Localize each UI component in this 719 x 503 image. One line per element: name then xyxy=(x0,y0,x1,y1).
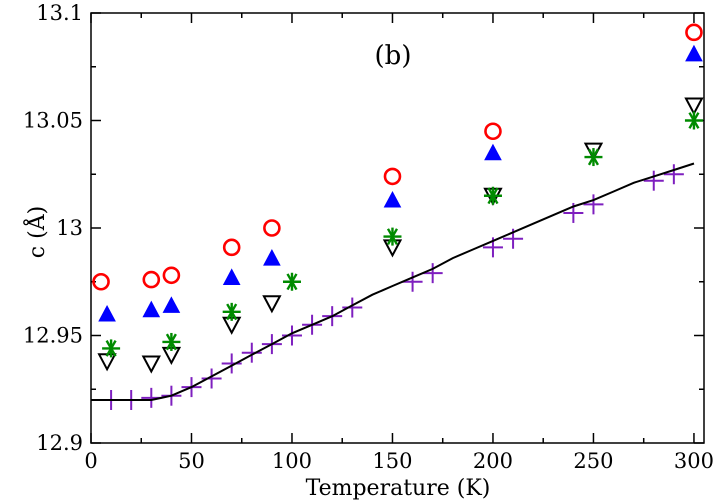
triangle-up-point xyxy=(98,304,116,322)
y-tick-label: 13 xyxy=(56,216,83,240)
star-point xyxy=(684,111,703,130)
circle-point xyxy=(142,270,161,289)
star-point xyxy=(222,302,241,321)
triangle-up-point xyxy=(685,44,703,62)
triangle-up-point xyxy=(484,143,502,161)
data-layer xyxy=(91,23,704,410)
y-tick-label: 13.1 xyxy=(36,1,83,25)
circle-point xyxy=(685,23,703,42)
triangle-up-point xyxy=(222,268,241,285)
tick-labels: 0 50 100 150 200 250 300 12.9 12.95 13 13.05 13.1 xyxy=(23,1,714,473)
y-tick-label: 12.9 xyxy=(36,431,83,455)
tick-marks xyxy=(90,12,704,444)
x-tick-label: 100 xyxy=(272,449,312,473)
x-axis-label: Temperature (K) xyxy=(306,476,491,501)
triangle-up-point xyxy=(263,249,281,266)
star-point xyxy=(102,339,121,358)
star-point xyxy=(383,227,402,246)
circle-point xyxy=(162,266,181,285)
triangle-up-point xyxy=(383,190,402,208)
annotation-label: (b) xyxy=(375,41,412,71)
fit-line xyxy=(91,162,695,401)
plus-point xyxy=(281,325,302,346)
plus-point xyxy=(402,271,423,292)
triangle-up-point xyxy=(142,300,161,318)
x-tick-label: 200 xyxy=(473,449,513,473)
plus-point xyxy=(241,342,262,363)
y-tick-label: 12.95 xyxy=(23,324,83,348)
x-tick-label: 50 xyxy=(178,449,205,473)
plus-point xyxy=(221,353,242,374)
triangle-down-point xyxy=(141,355,161,374)
plus-point xyxy=(201,368,222,389)
circle-point xyxy=(484,122,502,141)
circle-point xyxy=(263,219,281,237)
y-axis-label: c (Å) xyxy=(22,206,50,258)
triangle-down-point xyxy=(684,97,704,116)
plus-point xyxy=(643,170,664,191)
x-tick-label: 300 xyxy=(674,449,714,473)
triangle-up-point xyxy=(162,296,181,313)
circle-point xyxy=(222,238,241,257)
plus-point xyxy=(422,263,443,284)
plus-point xyxy=(583,194,604,215)
plus-point xyxy=(663,164,684,185)
x-tick-label: 250 xyxy=(573,449,613,473)
x-tick-label: 0 xyxy=(84,449,97,473)
star-point xyxy=(584,148,603,167)
plus-point xyxy=(342,297,363,318)
star-point xyxy=(162,332,181,351)
star-point xyxy=(282,272,301,291)
y-tick-label: 13.05 xyxy=(23,109,83,133)
circle-point xyxy=(383,167,402,186)
triangle-down-point xyxy=(262,295,282,314)
star-point xyxy=(483,186,502,205)
plot-frame xyxy=(90,12,705,444)
triangle-down-point xyxy=(97,353,117,372)
circle-point xyxy=(92,272,110,291)
x-tick-label: 150 xyxy=(372,449,412,473)
